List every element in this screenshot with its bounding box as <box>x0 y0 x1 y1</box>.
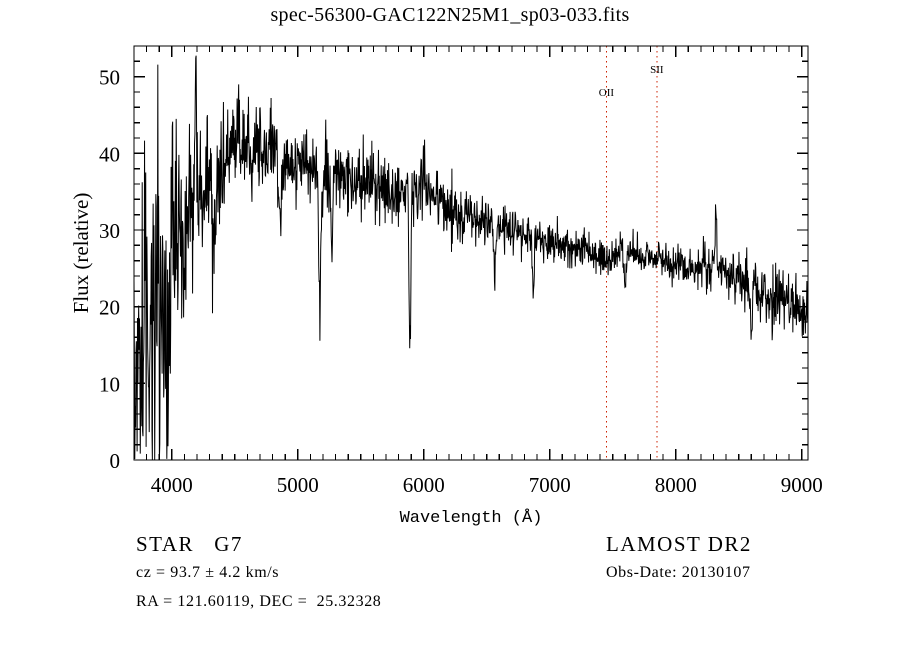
survey-label: LAMOST DR2 <box>606 532 752 556</box>
obs-date-label: Obs-Date: 20130107 <box>606 564 751 581</box>
svg-text:OII: OII <box>599 87 615 99</box>
redshift-label: cz = 93.7 ± 4.2 km/s <box>136 564 280 581</box>
svg-text:50: 50 <box>99 66 120 90</box>
svg-text:7000: 7000 <box>529 473 571 497</box>
y-axis-tick-labels: 0 10 20 30 40 50 <box>99 66 120 473</box>
svg-text:9000: 9000 <box>781 473 823 497</box>
object-class-label: STAR G7 <box>136 532 243 556</box>
svg-text:6000: 6000 <box>403 473 445 497</box>
svg-text:40: 40 <box>99 142 120 166</box>
y-axis-title: Flux (relative) <box>69 193 93 314</box>
svg-text:4000: 4000 <box>151 473 193 497</box>
x-axis-title: Wavelength (Å) <box>400 509 543 528</box>
footer-right-block: LAMOST DR2 Obs-Date: 20130107 <box>606 530 752 587</box>
svg-text:5000: 5000 <box>277 473 319 497</box>
axis-ticks <box>133 45 808 461</box>
spectrum-trace <box>133 55 809 460</box>
page-title: spec-56300-GAC122N25M1_sp03-033.fits <box>270 4 630 26</box>
footer-left-block: STAR G7 cz = 93.7 ± 4.2 km/s RA = 121.60… <box>136 530 381 616</box>
coordinates-label: RA = 121.60119, DEC = 25.32328 <box>136 593 382 610</box>
spectral-line-markers <box>605 46 658 460</box>
x-axis-tick-labels: 4000 5000 6000 7000 8000 9000 <box>151 473 823 497</box>
svg-text:10: 10 <box>99 372 120 396</box>
svg-text:20: 20 <box>99 296 120 320</box>
spectral-line-labels: OII SII <box>599 64 664 99</box>
svg-text:8000: 8000 <box>655 473 697 497</box>
svg-text:30: 30 <box>99 219 120 243</box>
svg-text:0: 0 <box>110 449 121 473</box>
svg-text:SII: SII <box>650 64 664 76</box>
plot-frame <box>133 45 809 461</box>
footer: STAR G7 cz = 93.7 ± 4.2 km/s RA = 121.60… <box>0 530 900 650</box>
